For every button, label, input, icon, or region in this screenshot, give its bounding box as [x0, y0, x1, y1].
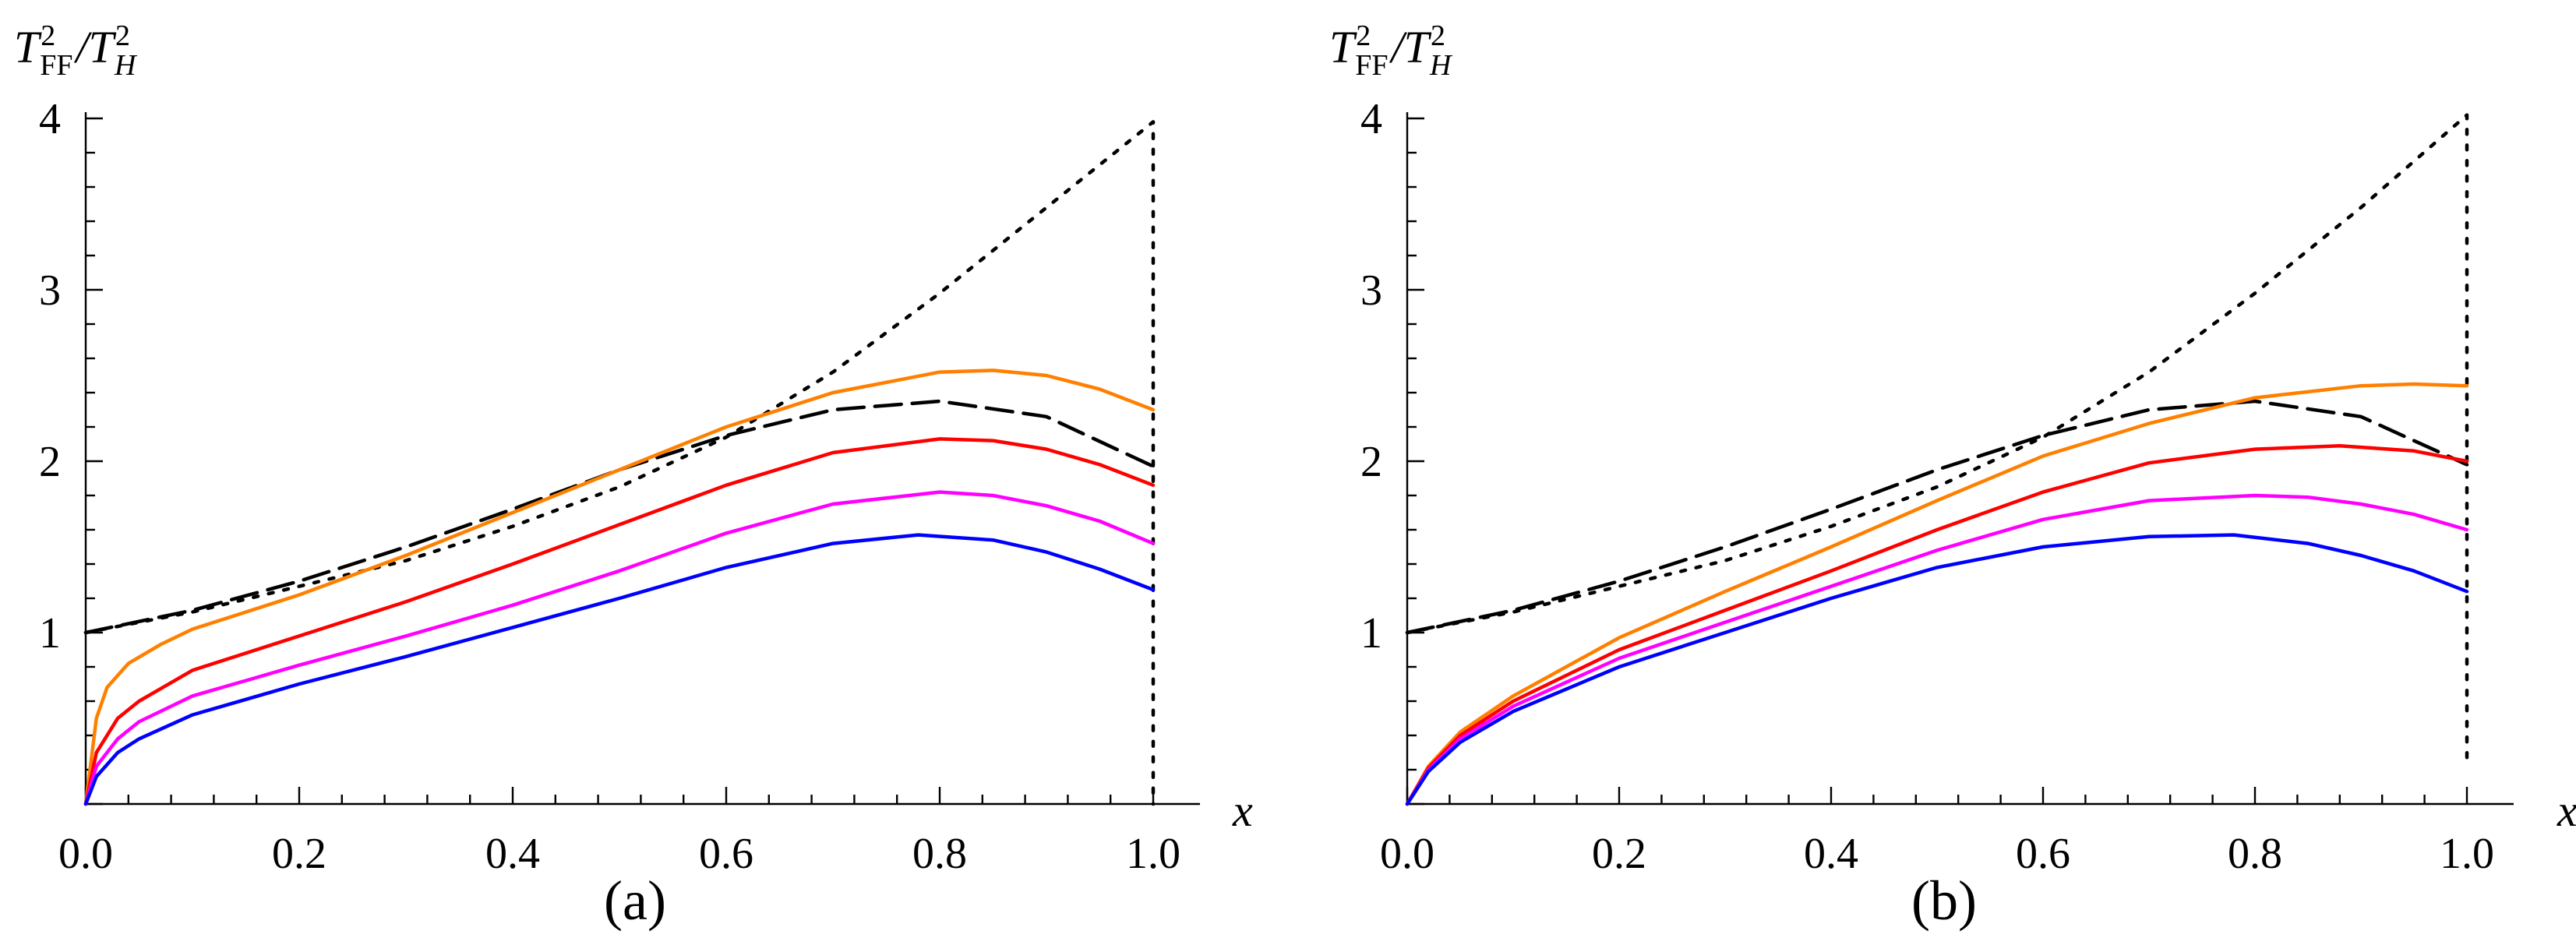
y-tick-label: 1 [39, 609, 61, 658]
series-dotted [83, 120, 1156, 806]
y-tick-label: 3 [39, 266, 61, 315]
series-red [1405, 443, 2469, 806]
x-tick-label: 0.6 [2016, 830, 2070, 878]
x-tick-label: 0.8 [2228, 830, 2282, 878]
panel-b: 0.0 0.2 0.4 0.6 0.8 1.0 1 2 3 4 T2 FF/T2 H x (b) [1329, 19, 2576, 932]
series-blue [83, 533, 1156, 806]
series-orange [1405, 382, 2469, 806]
series-dotted [1405, 113, 2469, 763]
series-red [83, 437, 1156, 806]
panel-label: (b) [1911, 869, 1977, 932]
panel-label: (a) [604, 869, 666, 932]
y-tick-label: 2 [1360, 438, 1382, 486]
x-tick-label: 0.2 [1592, 830, 1646, 878]
x-tick-label: 1.0 [1126, 830, 1180, 878]
series-magenta [83, 490, 1156, 806]
x-axis-title: x [2557, 785, 2576, 836]
x-tick-label: 0.4 [485, 830, 540, 878]
series-dashed [83, 399, 1156, 635]
y-tick-label: 4 [39, 95, 61, 143]
series-magenta [1405, 493, 2469, 806]
x-tick-label: 0.4 [1804, 830, 1858, 878]
x-tick-label: 0.0 [1380, 830, 1434, 878]
x-tick-label: 0.0 [58, 830, 113, 878]
series-dashed [1405, 399, 2469, 635]
y-tick-label: 3 [1360, 266, 1382, 315]
x-tick-label: 0.2 [272, 830, 326, 878]
x-axis-title: x [1232, 785, 1253, 836]
x-tick-label: 0.8 [912, 830, 967, 878]
y-axis-title: T2 FF/T2 H [1329, 19, 1453, 82]
series-orange [83, 368, 1156, 806]
x-tick-label: 1.0 [2440, 830, 2494, 878]
y-tick-label: 1 [1360, 609, 1382, 658]
panel-a: 0.0 0.2 0.4 0.6 0.8 1.0 1 2 3 4 T2 FF/T2 H x (a) [14, 19, 1253, 932]
series-blue [1405, 533, 2469, 806]
y-tick-label: 4 [1360, 95, 1382, 143]
x-tick-label: 0.6 [699, 830, 753, 878]
y-tick-label: 2 [39, 438, 61, 486]
y-axis-title: T2 FF/T2 H [14, 19, 138, 82]
